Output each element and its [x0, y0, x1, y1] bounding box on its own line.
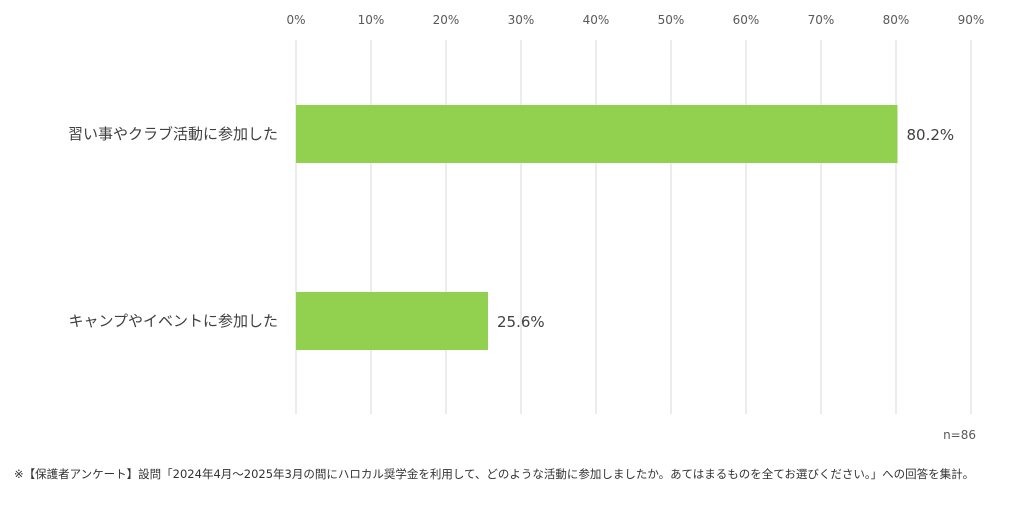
- x-tick-label: 50%: [658, 13, 685, 27]
- bar: [296, 105, 898, 163]
- x-tick-label: 40%: [583, 13, 610, 27]
- x-tick-label: 60%: [733, 13, 760, 27]
- category-label: 習い事やクラブ活動に参加した: [68, 125, 278, 143]
- sample-size-note: n=86: [943, 428, 976, 442]
- bars: [296, 105, 898, 350]
- footnote: ※【保護者アンケート】設問「2024年4月～2025年3月の間にハロカル奨学金を…: [14, 467, 975, 481]
- data-label: 80.2%: [907, 126, 955, 144]
- x-tick-label: 0%: [286, 13, 305, 27]
- x-tick-label: 20%: [433, 13, 460, 27]
- data-labels: 80.2% 25.6%: [497, 126, 954, 331]
- x-tick-label: 70%: [808, 13, 835, 27]
- x-tick-label: 10%: [358, 13, 385, 27]
- bar: [296, 292, 488, 350]
- x-tick-label: 90%: [958, 13, 985, 27]
- category-label: キャンプやイベントに参加した: [68, 312, 278, 330]
- data-label: 25.6%: [497, 313, 545, 331]
- x-axis-ticks: 0% 10% 20% 30% 40% 50% 60% 70% 80% 90%: [286, 13, 984, 27]
- x-tick-label: 80%: [883, 13, 910, 27]
- x-tick-label: 30%: [508, 13, 535, 27]
- gridlines: [295, 40, 972, 414]
